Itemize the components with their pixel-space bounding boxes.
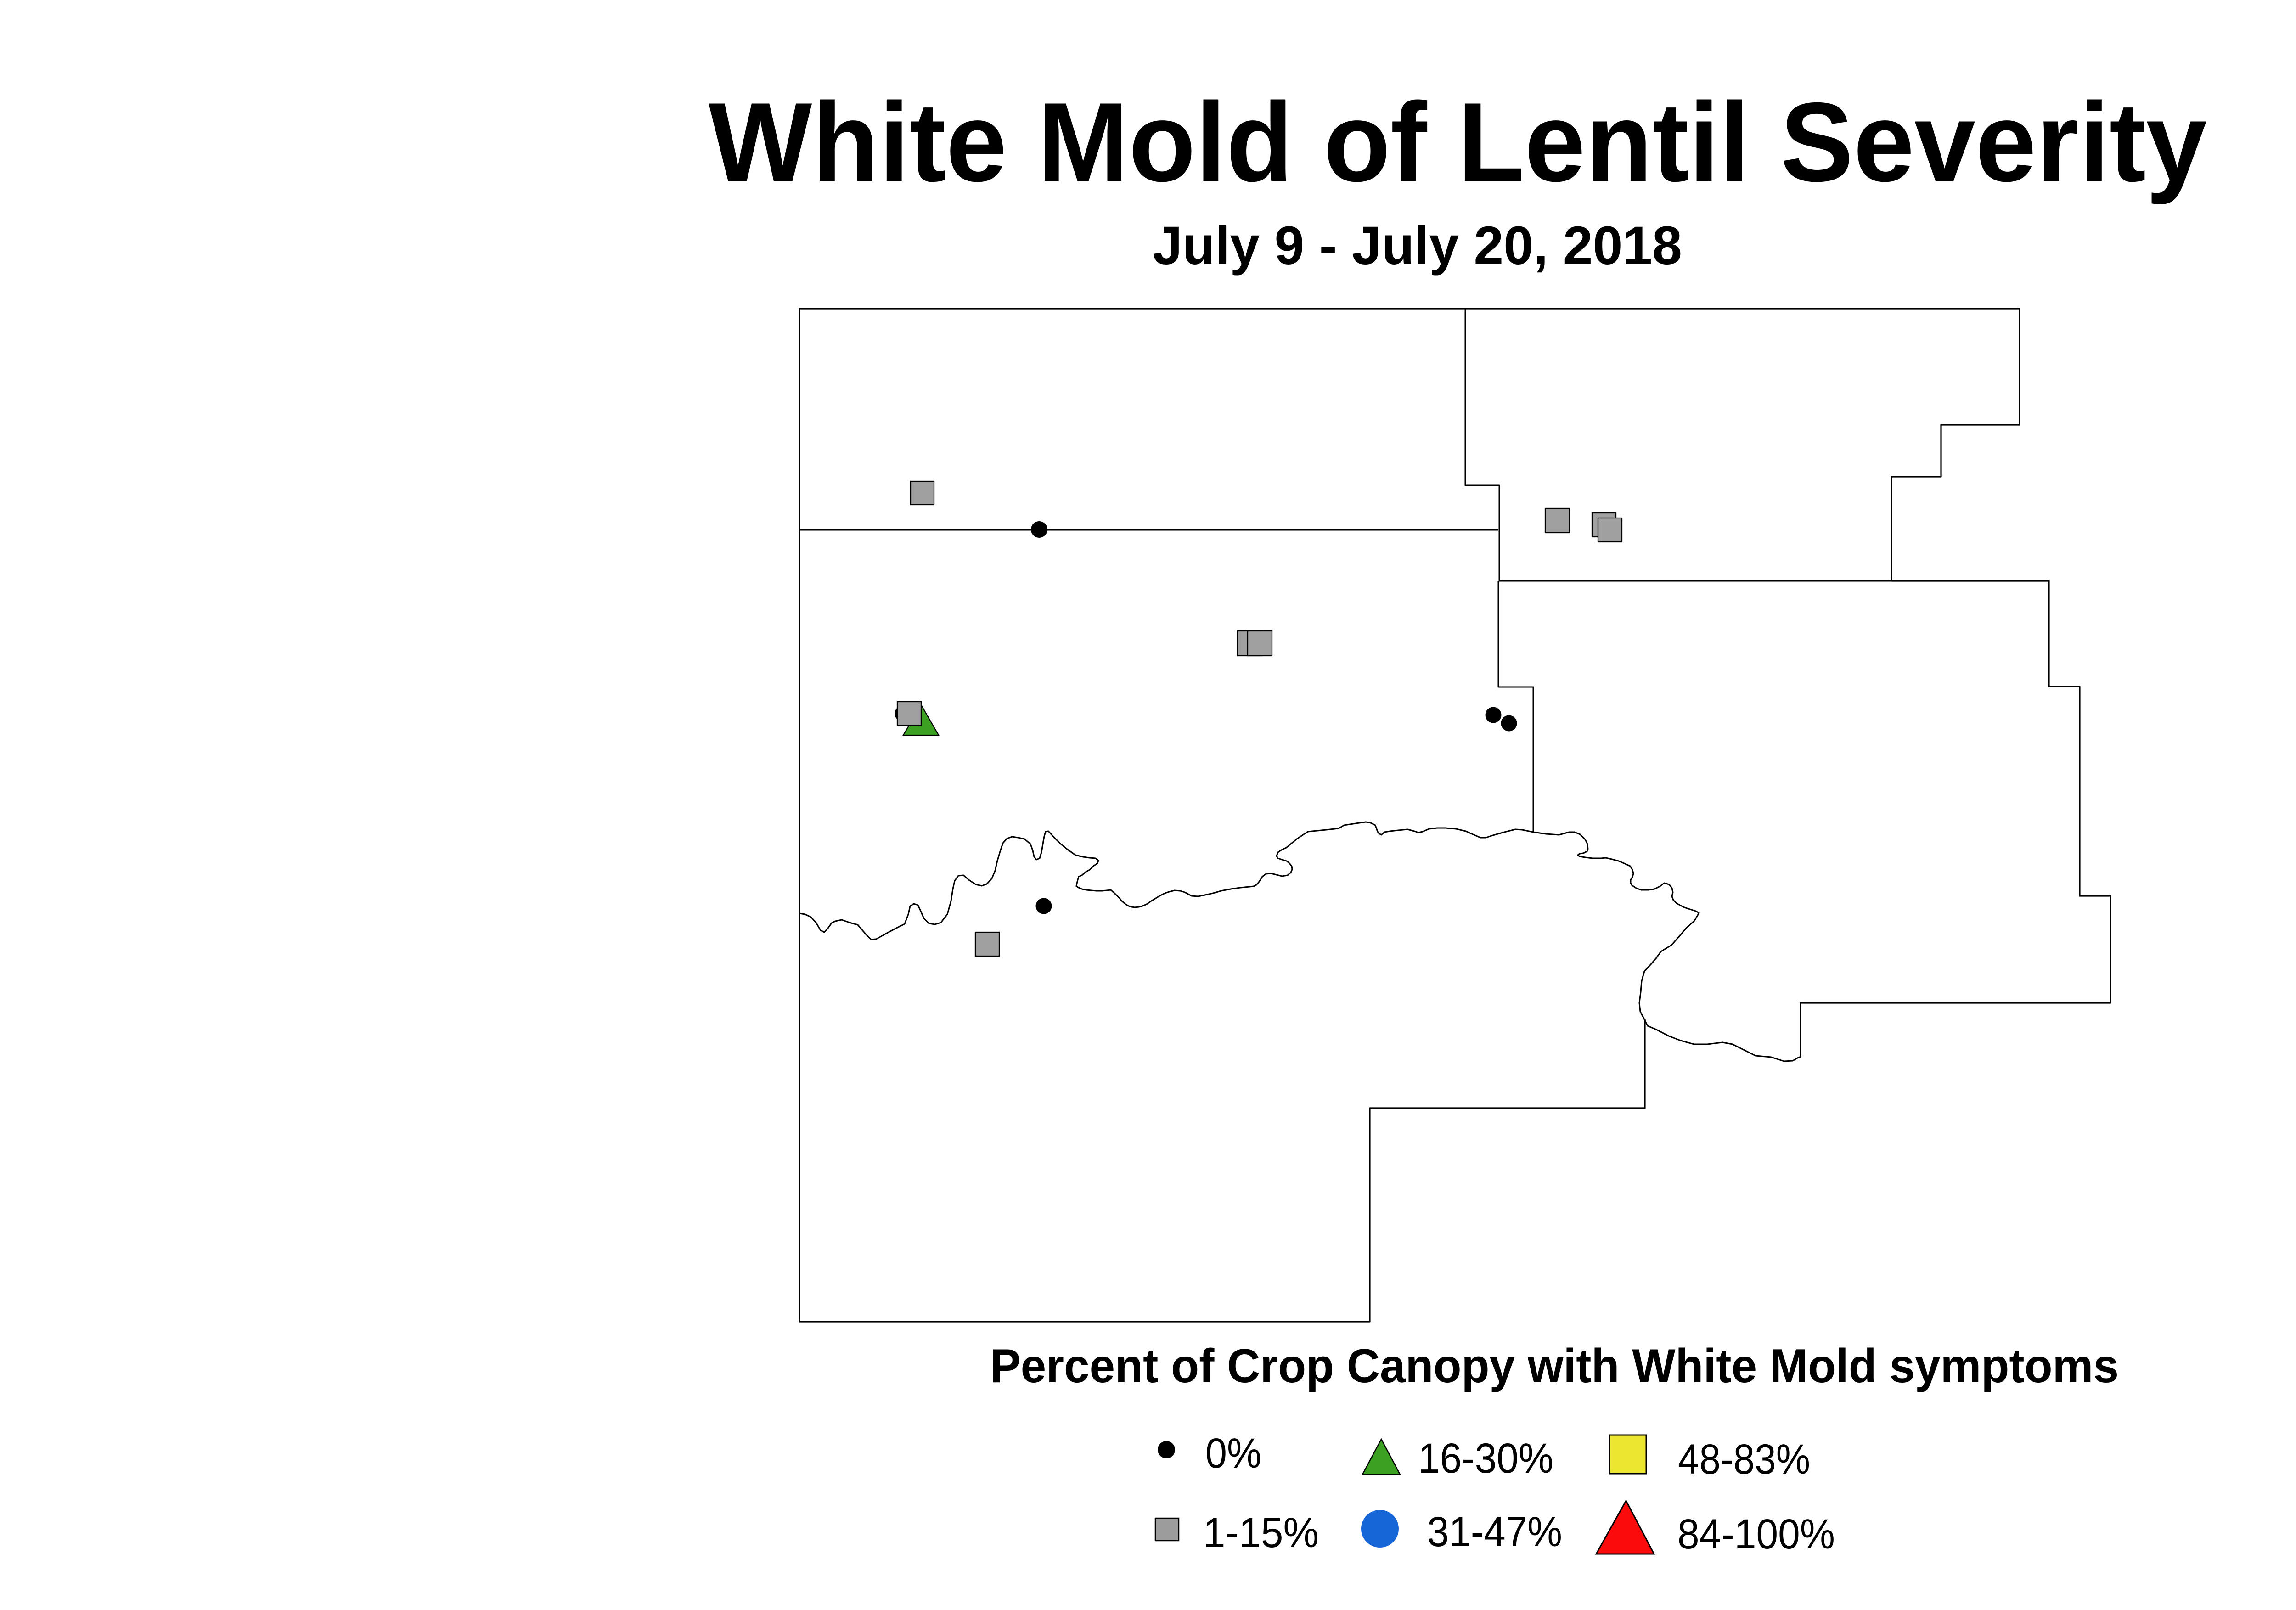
svg-text:0%: 0%	[1205, 1430, 1261, 1477]
svg-text:Percent of Crop Canopy with Wh: Percent of Crop Canopy with White Mold s…	[990, 1340, 2119, 1393]
svg-text:16-30%: 16-30%	[1418, 1435, 1553, 1482]
svg-text:31-47%: 31-47%	[1427, 1509, 1562, 1555]
svg-text:84-100%: 84-100%	[1677, 1511, 1835, 1558]
svg-text:1-15%: 1-15%	[1203, 1509, 1319, 1556]
svg-text:48-83%: 48-83%	[1678, 1436, 1810, 1483]
svg-text:July 9 - July 20, 2018: July 9 - July 20, 2018	[1153, 215, 1682, 276]
svg-text:White Mold of Lentil Severity: White Mold of Lentil Severity	[709, 79, 2207, 205]
